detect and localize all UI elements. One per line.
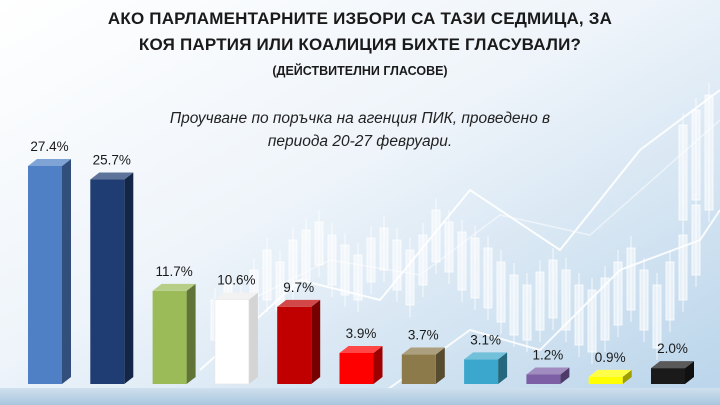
bar-5 (277, 299, 321, 384)
bar-2 (90, 172, 134, 384)
bar-front (277, 306, 312, 384)
subtitle-line-2: периода 20-27 февруари. (267, 133, 453, 150)
bar-top (339, 345, 383, 353)
title-line-1: АКО ПАРЛАМЕНТАРНИТЕ ИЗБОРИ СА ТАЗИ СЕДМИ… (107, 9, 613, 28)
data-label-1: 27.4% (30, 139, 68, 154)
bar-top (588, 369, 632, 377)
bar-6 (339, 345, 383, 384)
bar-side (248, 292, 258, 384)
data-label-3: 11.7% (155, 264, 192, 279)
bar-side (560, 367, 570, 384)
bar-front (90, 179, 125, 384)
subtitle-line-1: Проучване по поръчка на агенция ПИК, про… (169, 110, 551, 127)
bar-11 (651, 361, 694, 384)
bar-top (28, 159, 71, 166)
data-label-4: 10.6% (217, 273, 255, 288)
data-label-10: 0.9% (595, 350, 626, 365)
bar-front (651, 368, 685, 384)
bar-top (651, 361, 694, 369)
bar-side (373, 345, 383, 384)
data-label-2: 25.7% (93, 153, 131, 168)
bar-top (277, 299, 321, 307)
bar-8 (464, 352, 508, 384)
bar-3 (152, 283, 196, 384)
data-label-11: 2.0% (657, 341, 688, 356)
bar-top (464, 352, 508, 360)
bar-top (214, 292, 258, 300)
bar-front (526, 374, 561, 384)
bar-top (401, 347, 445, 355)
bar-front (28, 166, 62, 384)
bar-side (62, 159, 71, 384)
bar-top (526, 367, 570, 375)
bar-10 (588, 369, 632, 384)
bar-side (622, 369, 632, 384)
bar-front (401, 354, 436, 384)
bar-7 (401, 347, 445, 384)
bar-9 (526, 367, 570, 384)
title-line-2: КОЯ ПАРТИЯ ИЛИ КОАЛИЦИЯ БИХТЕ ГЛАСУВАЛИ? (138, 35, 582, 54)
bar-side (435, 347, 445, 384)
data-label-7: 3.7% (408, 328, 439, 343)
bar-side (311, 299, 321, 384)
bar-side (498, 352, 508, 384)
bar-top (90, 172, 134, 180)
data-label-8: 3.1% (470, 332, 501, 347)
bar-front (214, 299, 250, 385)
bar-front (339, 352, 374, 384)
bar-top (152, 283, 196, 291)
bar-side (685, 361, 694, 384)
bar-front (152, 290, 187, 384)
title-line-3: (ДЕЙСТВИТЕЛНИ ГЛАСОВЕ) (272, 64, 448, 78)
data-label-9: 1.2% (533, 347, 564, 362)
bar-front (588, 376, 623, 384)
bar-side (124, 172, 134, 384)
bar-1 (28, 159, 71, 384)
bar-4 (214, 292, 258, 385)
bar-front (464, 359, 499, 384)
data-label-6: 3.9% (346, 326, 377, 341)
bar-side (186, 283, 196, 384)
data-label-5: 9.7% (283, 280, 314, 295)
